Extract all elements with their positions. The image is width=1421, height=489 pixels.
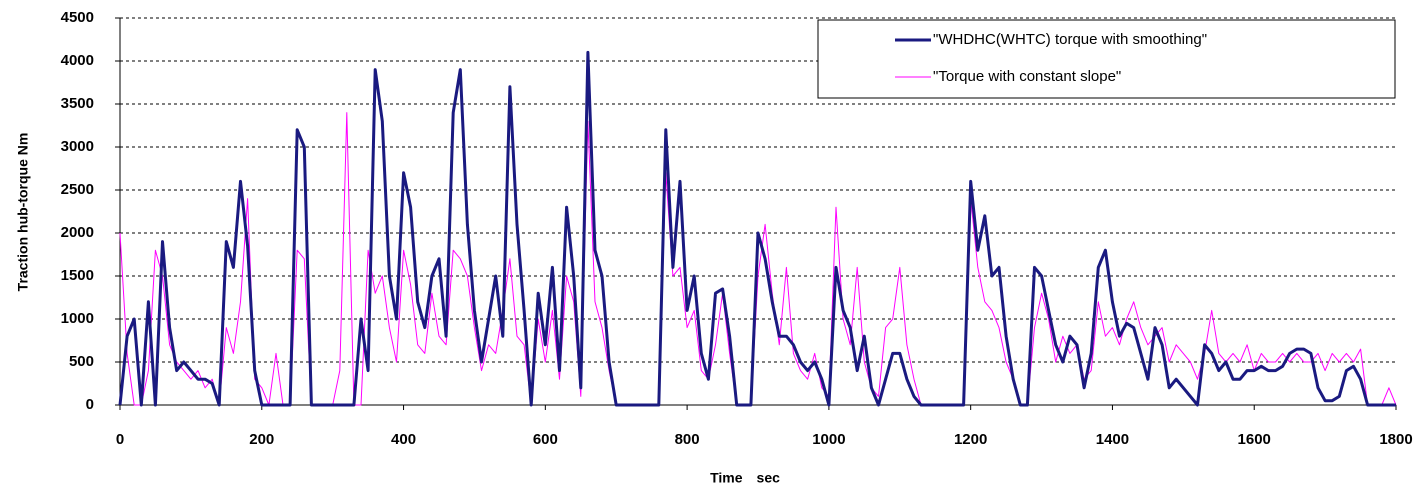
x-tick-label: 400 [391,431,416,448]
x-axis-label: Time sec [710,470,780,486]
legend-box [817,19,1396,99]
x-tick-label: 1000 [812,431,845,448]
y-tick-label: 2500 [61,181,94,198]
series-line [118,50,1396,407]
x-tick-label: 1400 [1096,431,1129,448]
y-tick-label: 1000 [61,310,94,327]
y-tick-label: 500 [69,353,94,370]
legend-label: "Torque with constant slope" [933,68,1121,85]
x-tick-label: 0 [116,431,124,448]
x-tick-label: 1600 [1238,431,1271,448]
y-tick-label: 3000 [61,138,94,155]
x-tick-label: 800 [675,431,700,448]
x-tick-label: 600 [533,431,558,448]
y-tick-label: 1500 [61,267,94,284]
y-tick-label: 0 [86,396,94,413]
x-tick-label: 1800 [1379,431,1412,448]
y-tick-label: 4500 [61,9,94,26]
x-tick-label: 200 [249,431,274,448]
legend-label: "WHDHC(WHTC) torque with smoothing" [933,31,1207,48]
x-tick-label: 1200 [954,431,987,448]
y-axis-label: Traction hub-torque Nm [15,133,31,292]
y-tick-label: 2000 [61,224,94,241]
y-tick-label: 4000 [61,52,94,69]
y-tick-label: 3500 [61,95,94,112]
